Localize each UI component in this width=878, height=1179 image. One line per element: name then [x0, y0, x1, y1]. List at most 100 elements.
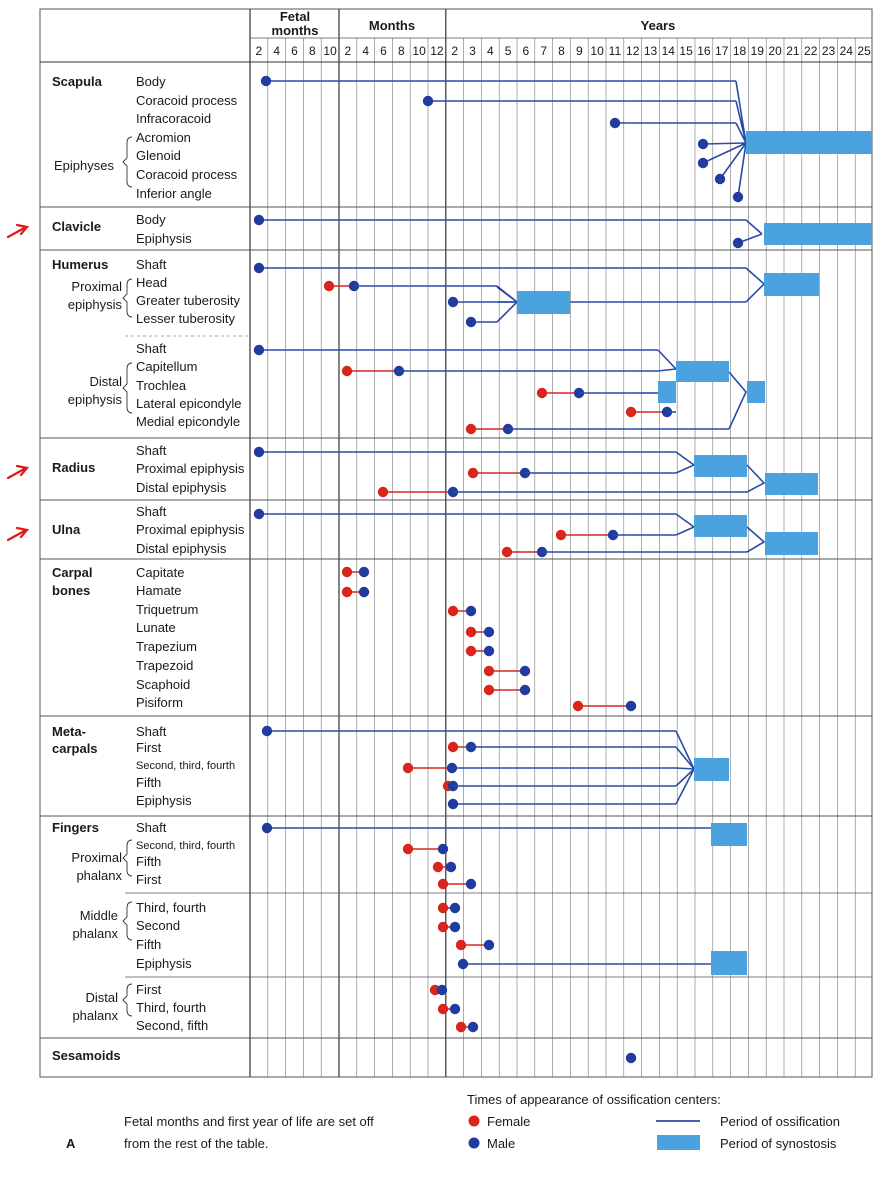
- row-label: Capitellum: [136, 359, 197, 374]
- tick-label: 13: [644, 44, 658, 58]
- group-label: phalanx: [72, 926, 118, 941]
- row-label: Scaphoid: [136, 677, 190, 692]
- tick-label: 10: [412, 44, 426, 58]
- male-dot: [449, 921, 461, 933]
- female-dot: [437, 921, 449, 933]
- synostosis-bar: [765, 473, 818, 495]
- group-label: Distal: [85, 990, 118, 1005]
- female-dot: [323, 280, 335, 292]
- tick-label: 11: [609, 44, 622, 58]
- female-dot: [402, 762, 414, 774]
- group-label: phalanx: [76, 868, 122, 883]
- ossification-line: [657, 349, 677, 370]
- section-title-meta-2: carpals: [52, 741, 98, 756]
- tick-label: 8: [558, 44, 565, 58]
- female-dot: [465, 423, 477, 435]
- tick-label: 4: [273, 44, 280, 58]
- row-label: Third, fourth: [136, 1000, 206, 1015]
- row-label: Shaft: [136, 443, 167, 458]
- header-months-label: Months: [369, 18, 415, 33]
- grid-layer: [39, 8, 873, 1078]
- row-label: Fifth: [136, 775, 161, 790]
- tick-label: 10: [590, 44, 604, 58]
- tick-label: 12: [626, 44, 640, 58]
- male-dot: [445, 861, 457, 873]
- male-dot: [253, 262, 265, 274]
- tick-label: 8: [309, 44, 316, 58]
- tick-label: 6: [380, 44, 387, 58]
- legend-marks: [468, 1115, 700, 1150]
- male-dot: [483, 626, 495, 638]
- arrow-clavicle-icon: [6, 223, 30, 239]
- male-dot: [253, 508, 265, 520]
- female-dot: [437, 878, 449, 890]
- row-label: Capitate: [136, 565, 184, 580]
- section-title-ulna: Ulna: [52, 522, 81, 537]
- row-label: Trapezoid: [136, 658, 193, 673]
- row-label: Trochlea: [136, 378, 187, 393]
- synostosis-bar: [765, 532, 818, 555]
- tick-label: 2: [451, 44, 458, 58]
- header-fetal-label-2: months: [272, 23, 319, 38]
- row-label: Inferior angle: [136, 186, 212, 201]
- row-label: Glenoid: [136, 148, 181, 163]
- row-label: Greater tuberosity: [136, 293, 241, 308]
- tick-label: 9: [576, 44, 583, 58]
- male-dot: [732, 191, 744, 203]
- tick-label: 14: [662, 44, 676, 58]
- male-dot: [436, 984, 448, 996]
- section-title-fingers: Fingers: [52, 820, 99, 835]
- row-label: Body: [136, 74, 166, 89]
- ossification-line: [675, 513, 696, 536]
- section-title-carpal-2: bones: [52, 583, 90, 598]
- ossification-line: [657, 368, 677, 372]
- group-label-distal: Distal: [89, 374, 122, 389]
- tick-label: 7: [540, 44, 547, 58]
- tick-label: 25: [857, 44, 871, 58]
- male-dot: [519, 684, 531, 696]
- row-label: Trapezium: [136, 639, 197, 654]
- female-dot: [483, 684, 495, 696]
- ossification-line: [746, 464, 766, 493]
- male-dot: [465, 316, 477, 328]
- tick-label: 19: [751, 44, 765, 58]
- group-label: Middle: [80, 908, 118, 923]
- row-label: Second, third, fourth: [136, 840, 235, 852]
- row-label: Infracoracoid: [136, 111, 211, 126]
- female-dot: [625, 406, 637, 418]
- synostosis-bar: [694, 758, 729, 781]
- row-label: Triquetrum: [136, 602, 198, 617]
- male-dot: [714, 173, 726, 185]
- tick-label: 16: [697, 44, 711, 58]
- ossification-line: [735, 80, 747, 144]
- ossification-line: [746, 526, 766, 553]
- row-label: Body: [136, 212, 166, 227]
- synostosis-bar: [764, 223, 872, 245]
- male-dot: [465, 605, 477, 617]
- male-dot: [465, 878, 477, 890]
- synostosis-bar: [517, 291, 570, 314]
- ossification-line: [496, 285, 518, 303]
- synostosis-bar: [676, 361, 729, 382]
- brace: [122, 839, 133, 877]
- legend-male-dot: [468, 1137, 480, 1149]
- female-dot: [377, 486, 389, 498]
- male-dot: [609, 117, 621, 129]
- row-label: Shaft: [136, 820, 167, 835]
- synostosis-bar: [764, 273, 819, 296]
- tick-label: 22: [804, 44, 818, 58]
- group-label-distal-2: epiphysis: [68, 392, 123, 407]
- tick-label: 4: [487, 44, 494, 58]
- row-label: Acromion: [136, 130, 191, 145]
- row-label: Hamate: [136, 583, 182, 598]
- synostosis-bar: [747, 381, 765, 403]
- section-title-sesamoids: Sesamoids: [52, 1048, 121, 1063]
- row-label: Epiphysis: [136, 956, 192, 971]
- male-dot: [519, 665, 531, 677]
- synostosis-bar: [711, 951, 747, 975]
- tick-label: 2: [256, 44, 263, 58]
- row-label: First: [136, 740, 162, 755]
- row-label: Lateral epicondyle: [136, 396, 242, 411]
- male-dot: [437, 843, 449, 855]
